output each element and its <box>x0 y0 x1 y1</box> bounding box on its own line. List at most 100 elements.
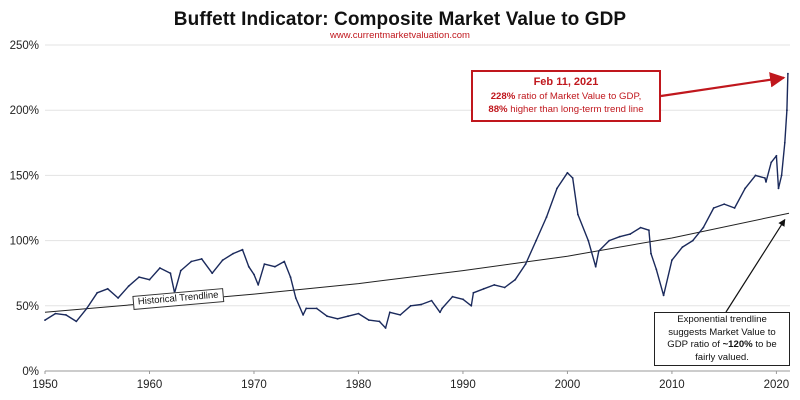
data-point <box>650 252 652 255</box>
data-point <box>451 295 454 298</box>
data-point <box>648 229 650 232</box>
callout-line-1: 228% ratio of Market Value to GDP, <box>490 91 642 102</box>
data-point <box>470 304 473 307</box>
data-point <box>594 265 597 268</box>
data-point <box>106 287 109 290</box>
data-point <box>420 303 423 306</box>
data-point <box>691 239 694 242</box>
data-point <box>629 233 631 236</box>
data-point <box>274 265 276 268</box>
data-point <box>712 207 715 209</box>
data-point <box>357 312 360 315</box>
data-point <box>315 307 318 310</box>
callout-date: Feb 11, 2021 <box>533 76 599 88</box>
data-point <box>577 213 579 216</box>
data-point <box>388 311 391 314</box>
data-point <box>200 258 203 260</box>
data-point <box>148 278 151 281</box>
trendline-callout: Exponential trendline suggests Market Va… <box>654 312 790 366</box>
data-point <box>571 177 574 179</box>
data-point <box>85 307 88 310</box>
trend-callout-line-2: suggests Market Value to <box>668 326 776 338</box>
data-point <box>232 252 235 255</box>
data-point <box>503 286 506 289</box>
data-point <box>159 267 161 269</box>
x-tick-label: 2010 <box>659 379 685 391</box>
data-point <box>430 299 433 302</box>
y-tick-label: 150% <box>10 170 39 182</box>
data-point <box>441 307 443 310</box>
data-point <box>257 284 260 286</box>
data-point <box>247 265 250 268</box>
data-point <box>179 269 182 272</box>
data-point <box>681 246 684 249</box>
data-point <box>169 272 172 275</box>
data-point <box>289 276 292 278</box>
data-point <box>608 239 611 242</box>
y-tick-label: 0% <box>22 366 39 378</box>
data-point <box>545 216 548 219</box>
y-tick-label: 200% <box>10 105 39 117</box>
data-point <box>777 187 780 190</box>
data-point <box>566 171 569 174</box>
data-point <box>190 260 193 263</box>
data-point <box>263 263 266 265</box>
data-point <box>702 226 705 229</box>
data-point <box>44 319 46 321</box>
data-point <box>253 273 255 276</box>
data-point <box>671 259 673 262</box>
callout-line-2: 88% higher than long-term trend line <box>488 104 644 115</box>
data-point <box>556 187 558 190</box>
data-point <box>472 291 475 294</box>
data-point <box>535 239 537 242</box>
chart-title: Buffett Indicator: Composite Market Valu… <box>173 9 627 30</box>
data-point <box>409 304 412 307</box>
data-point <box>514 278 517 281</box>
data-point <box>211 272 214 275</box>
data-point <box>754 174 757 177</box>
y-tick-label: 50% <box>16 301 39 313</box>
x-tick-label: 2020 <box>764 379 790 391</box>
trend-callout-line-1: Exponential trendline <box>677 314 767 325</box>
peak-callout-arrow <box>660 72 786 98</box>
data-point <box>368 319 370 321</box>
data-point <box>597 250 600 252</box>
trend-callout-line-4: fairly valued. <box>695 351 749 363</box>
data-point <box>764 177 766 179</box>
data-point <box>399 314 402 316</box>
data-point <box>780 174 783 177</box>
data-point <box>302 314 304 316</box>
data-point <box>482 287 485 290</box>
data-point <box>241 248 244 251</box>
data-point <box>744 187 746 190</box>
data-point <box>221 259 224 262</box>
x-tick-label: 1960 <box>137 379 163 391</box>
data-point <box>138 276 140 278</box>
data-point <box>775 154 778 157</box>
x-tick-label: 1950 <box>32 379 58 391</box>
data-point <box>639 226 642 229</box>
data-point <box>65 314 67 316</box>
peak-callout: Feb 11, 2021 228% ratio of Market Value … <box>471 70 661 122</box>
chart-subtitle: www.currentmarketvaluation.com <box>330 30 470 41</box>
data-point <box>662 294 665 297</box>
data-point <box>765 181 767 183</box>
data-point <box>326 315 328 318</box>
data-point <box>283 260 286 263</box>
data-point <box>336 317 339 320</box>
y-tick-label: 250% <box>10 40 39 52</box>
data-point <box>305 307 308 310</box>
data-point <box>127 285 130 288</box>
data-point <box>294 297 297 299</box>
data-point <box>524 263 527 265</box>
x-tick-label: 1990 <box>450 379 476 391</box>
data-point <box>117 297 119 299</box>
x-tick-label: 1980 <box>346 379 372 391</box>
data-point <box>347 315 349 318</box>
data-point <box>733 207 736 209</box>
x-tick-label: 2000 <box>555 379 581 391</box>
data-point <box>618 235 621 238</box>
data-point <box>493 284 496 286</box>
